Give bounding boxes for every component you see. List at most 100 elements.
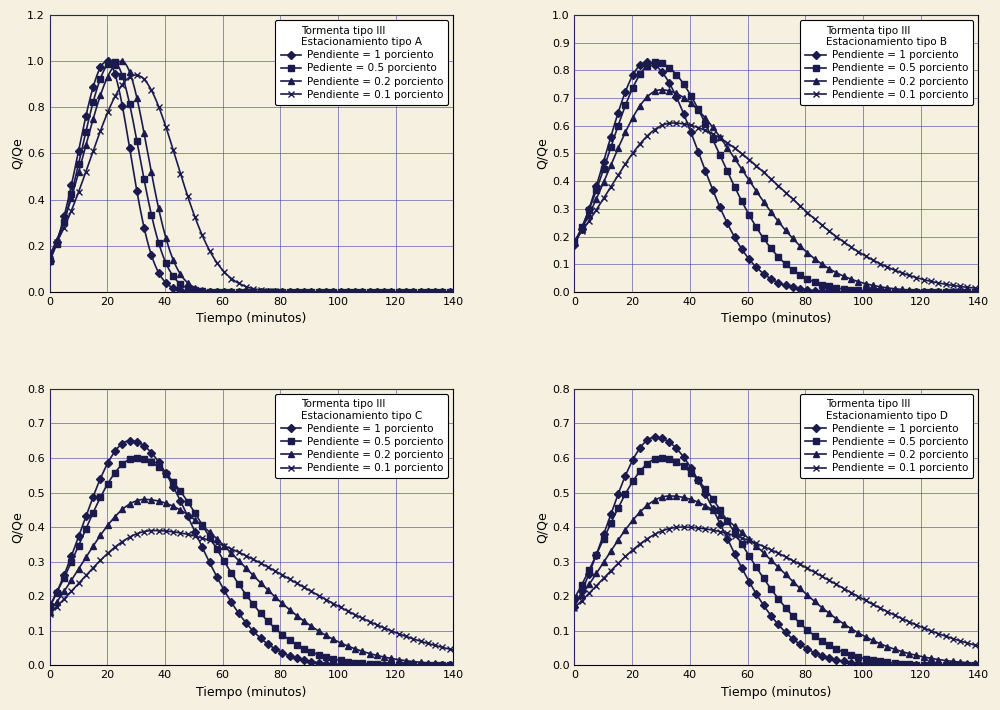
Pendiente = 0.1 porciento xyxy=(366,618,378,627)
Pendiente = 1 porciento xyxy=(884,288,896,296)
Legend: Pendiente = 1 porciento, Pendiente = 0.5 porciento, Pendiente = 0.2 porciento, P: Pendiente = 1 porciento, Pendiente = 0.5… xyxy=(800,21,973,105)
Pendiente = 0.5 porciento xyxy=(846,285,858,294)
Pendiente = 0.1 porciento xyxy=(747,537,759,546)
Pendiente = 0.1 porciento xyxy=(447,288,459,296)
Line: Pendiente = 0.2 porciento: Pendiente = 0.2 porciento xyxy=(572,493,981,666)
Line: Pendiente = 0.1 porciento: Pendiente = 0.1 porciento xyxy=(47,72,456,295)
Pendiente = 1 porciento xyxy=(732,239,744,248)
Pendiente = 0.5 porciento xyxy=(972,661,984,670)
Pendiente = 1 porciento xyxy=(222,592,234,601)
Pendiente = 1 porciento xyxy=(568,241,580,249)
Pendiente = 1 porciento xyxy=(44,604,56,612)
Pendiente = 1 porciento xyxy=(640,58,652,67)
Pendiente = 0.1 porciento xyxy=(747,158,759,167)
Pendiente = 0.5 porciento xyxy=(732,190,744,198)
Pendiente = 0.1 porciento xyxy=(207,253,219,261)
Pendiente = 0.1 porciento xyxy=(147,526,159,535)
Pendiente = 1 porciento xyxy=(568,602,580,611)
Pendiente = 0.2 porciento xyxy=(44,251,56,260)
Pendiente = 0.1 porciento xyxy=(447,645,459,654)
Pendiente = 0.2 porciento xyxy=(359,288,371,296)
Pendiente = 1 porciento xyxy=(884,661,896,670)
Pendiente = 1 porciento xyxy=(649,433,661,442)
Pendiente = 0.1 porciento xyxy=(207,537,219,546)
Pendiente = 1 porciento xyxy=(366,288,378,296)
Pendiente = 0.2 porciento xyxy=(891,646,903,655)
Pendiente = 1 porciento xyxy=(891,288,903,296)
Pendiente = 0.1 porciento xyxy=(85,153,97,162)
Pendiente = 0.5 porciento xyxy=(568,594,580,602)
Pendiente = 0.1 porciento xyxy=(675,523,687,531)
Line: Pendiente = 0.1 porciento: Pendiente = 0.1 porciento xyxy=(572,120,981,291)
Pediente = 0.5 porciento xyxy=(207,288,219,296)
Pendiente = 0.5 porciento xyxy=(649,58,661,67)
Pendiente = 0.5 porciento xyxy=(366,660,378,668)
Pendiente = 0.1 porciento xyxy=(891,612,903,621)
Pendiente = 0.1 porciento xyxy=(610,175,622,183)
Pendiente = 0.2 porciento xyxy=(207,287,219,295)
Pendiente = 0.2 porciento xyxy=(664,492,676,501)
Line: Pendiente = 1 porciento: Pendiente = 1 porciento xyxy=(47,58,456,295)
Pendiente = 1 porciento xyxy=(207,288,219,296)
Pendiente = 0.5 porciento xyxy=(610,129,622,137)
Pendiente = 0.1 porciento xyxy=(732,532,744,541)
Pendiente = 1 porciento xyxy=(846,288,858,296)
Pendiente = 0.2 porciento xyxy=(207,531,219,540)
Pendiente = 0.5 porciento xyxy=(44,601,56,610)
Y-axis label: Q/Qe: Q/Qe xyxy=(11,138,24,170)
Pendiente = 1 porciento xyxy=(972,288,984,296)
Pendiente = 0.1 porciento xyxy=(972,284,984,293)
Pendiente = 0.5 porciento xyxy=(747,557,759,566)
Line: Pediente = 0.5 porciento: Pediente = 0.5 porciento xyxy=(47,58,456,295)
Line: Pendiente = 0.5 porciento: Pendiente = 0.5 porciento xyxy=(572,455,981,668)
Pendiente = 0.2 porciento xyxy=(44,607,56,616)
Line: Pendiente = 0.1 porciento: Pendiente = 0.1 porciento xyxy=(47,528,456,652)
Pendiente = 0.1 porciento xyxy=(130,71,142,80)
Pendiente = 0.1 porciento xyxy=(366,288,378,296)
Pendiente = 0.2 porciento xyxy=(447,288,459,296)
Line: Pendiente = 0.1 porciento: Pendiente = 0.1 porciento xyxy=(572,524,981,649)
Pendiente = 0.5 porciento xyxy=(747,217,759,226)
Pendiente = 0.5 porciento xyxy=(359,659,371,667)
Pendiente = 0.2 porciento xyxy=(366,288,378,296)
Pendiente = 0.2 porciento xyxy=(222,288,234,296)
Pendiente = 1 porciento xyxy=(321,660,333,668)
Y-axis label: Q/Qe: Q/Qe xyxy=(536,511,549,543)
Pendiente = 0.1 porciento xyxy=(972,642,984,650)
Pendiente = 0.2 porciento xyxy=(321,288,333,296)
Pendiente = 0.2 porciento xyxy=(972,659,984,667)
Y-axis label: Q/Qe: Q/Qe xyxy=(11,511,24,543)
Pendiente = 0.5 porciento xyxy=(130,454,142,462)
Y-axis label: Q/Qe: Q/Qe xyxy=(536,138,549,170)
Pendiente = 0.1 porciento xyxy=(891,267,903,275)
Pendiente = 0.2 porciento xyxy=(846,275,858,284)
Pendiente = 0.1 porciento xyxy=(359,615,371,623)
Pendiente = 1 porciento xyxy=(447,661,459,670)
Legend: Pendiente = 1 porciento, Pendiente = 0.5 porciento, Pendiente = 0.2 porciento, P: Pendiente = 1 porciento, Pendiente = 0.5… xyxy=(275,394,448,479)
Pendiente = 0.5 porciento xyxy=(891,288,903,296)
X-axis label: Tiempo (minutos): Tiempo (minutos) xyxy=(721,686,832,699)
Pendiente = 1 porciento xyxy=(44,256,56,265)
Pendiente = 0.1 porciento xyxy=(667,119,679,127)
Pediente = 0.5 porciento xyxy=(222,288,234,296)
Pendiente = 0.2 porciento xyxy=(447,660,459,669)
Line: Pendiente = 1 porciento: Pendiente = 1 porciento xyxy=(572,60,981,295)
Pendiente = 0.2 porciento xyxy=(747,182,759,190)
Pediente = 0.5 porciento xyxy=(359,288,371,296)
Pendiente = 1 porciento xyxy=(747,259,759,268)
Pendiente = 0.2 porciento xyxy=(610,540,622,548)
Pendiente = 0.1 porciento xyxy=(222,271,234,280)
Pendiente = 0.2 porciento xyxy=(568,601,580,609)
Pendiente = 0.2 porciento xyxy=(139,495,151,503)
Pendiente = 0.1 porciento xyxy=(44,609,56,618)
Pendiente = 0.2 porciento xyxy=(85,124,97,132)
Line: Pendiente = 1 porciento: Pendiente = 1 porciento xyxy=(572,435,981,668)
Pediente = 0.5 porciento xyxy=(44,256,56,265)
Pendiente = 0.2 porciento xyxy=(972,288,984,296)
Pendiente = 0.1 porciento xyxy=(610,562,622,570)
Pendiente = 0.1 porciento xyxy=(222,543,234,552)
Pendiente = 0.1 porciento xyxy=(321,596,333,604)
Pediente = 0.5 porciento xyxy=(447,288,459,296)
Pendiente = 0.5 porciento xyxy=(321,653,333,662)
Pendiente = 0.2 porciento xyxy=(359,648,371,656)
